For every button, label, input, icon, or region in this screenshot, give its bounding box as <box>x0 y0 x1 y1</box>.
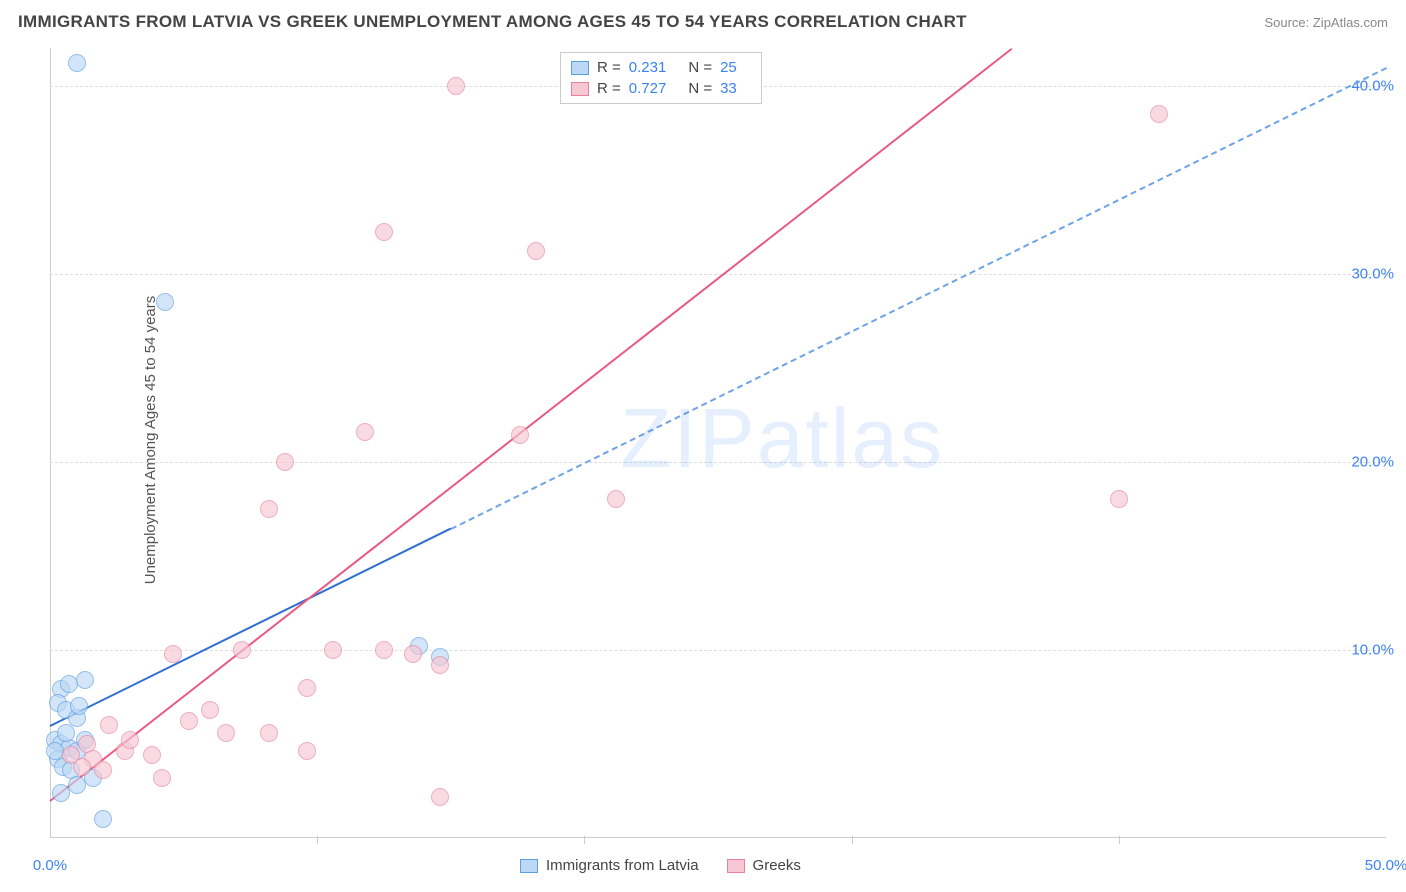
data-point <box>431 656 449 674</box>
legend-swatch-icon <box>571 61 589 75</box>
title-bar: IMMIGRANTS FROM LATVIA VS GREEK UNEMPLOY… <box>18 12 1388 32</box>
data-point <box>375 223 393 241</box>
data-point <box>201 701 219 719</box>
x-tick-label: 50.0% <box>1365 857 1406 874</box>
data-point <box>324 641 342 659</box>
legend-swatch-icon <box>571 82 589 96</box>
x-tick-label: 0.0% <box>33 857 67 874</box>
data-point <box>607 490 625 508</box>
legend-swatch-icon <box>520 859 538 873</box>
data-point <box>527 242 545 260</box>
data-point <box>153 769 171 787</box>
data-point <box>404 645 422 663</box>
data-point <box>94 761 112 779</box>
data-point <box>217 724 235 742</box>
chart-title: IMMIGRANTS FROM LATVIA VS GREEK UNEMPLOY… <box>18 12 967 32</box>
data-point <box>76 671 94 689</box>
data-point <box>57 724 75 742</box>
legend-item: Immigrants from Latvia <box>520 857 699 874</box>
data-point <box>233 641 251 659</box>
data-point <box>260 500 278 518</box>
data-point <box>298 679 316 697</box>
data-point <box>68 54 86 72</box>
data-point <box>121 731 139 749</box>
data-point <box>156 293 174 311</box>
legend-item: Greeks <box>727 857 801 874</box>
data-point <box>70 697 88 715</box>
data-point <box>100 716 118 734</box>
x-tick-mark <box>584 836 585 844</box>
data-point <box>73 758 91 776</box>
data-point <box>1150 105 1168 123</box>
data-point <box>94 810 112 828</box>
legend-swatch-icon <box>727 859 745 873</box>
data-point <box>375 641 393 659</box>
legend-series: Immigrants from Latvia Greeks <box>520 857 801 874</box>
data-point <box>447 77 465 95</box>
x-tick-mark <box>852 836 853 844</box>
x-tick-mark <box>317 836 318 844</box>
gridline <box>50 462 1386 463</box>
data-point <box>276 453 294 471</box>
y-tick-label: 20.0% <box>1351 453 1394 470</box>
data-point <box>143 746 161 764</box>
legend-row: R = 0.231 N = 25 <box>571 57 751 78</box>
data-point <box>356 423 374 441</box>
data-point <box>260 724 278 742</box>
data-point <box>46 742 64 760</box>
gridline <box>50 274 1386 275</box>
y-tick-label: 10.0% <box>1351 641 1394 658</box>
x-tick-mark <box>1119 836 1120 844</box>
data-point <box>164 645 182 663</box>
data-point <box>511 426 529 444</box>
data-point <box>1110 490 1128 508</box>
source-label: Source: ZipAtlas.com <box>1264 15 1388 30</box>
data-point <box>298 742 316 760</box>
y-tick-label: 30.0% <box>1351 265 1394 282</box>
data-point <box>180 712 198 730</box>
legend-row: R = 0.727 N = 33 <box>571 78 751 99</box>
data-point <box>431 788 449 806</box>
legend-correlation: R = 0.231 N = 25 R = 0.727 N = 33 <box>560 52 762 104</box>
